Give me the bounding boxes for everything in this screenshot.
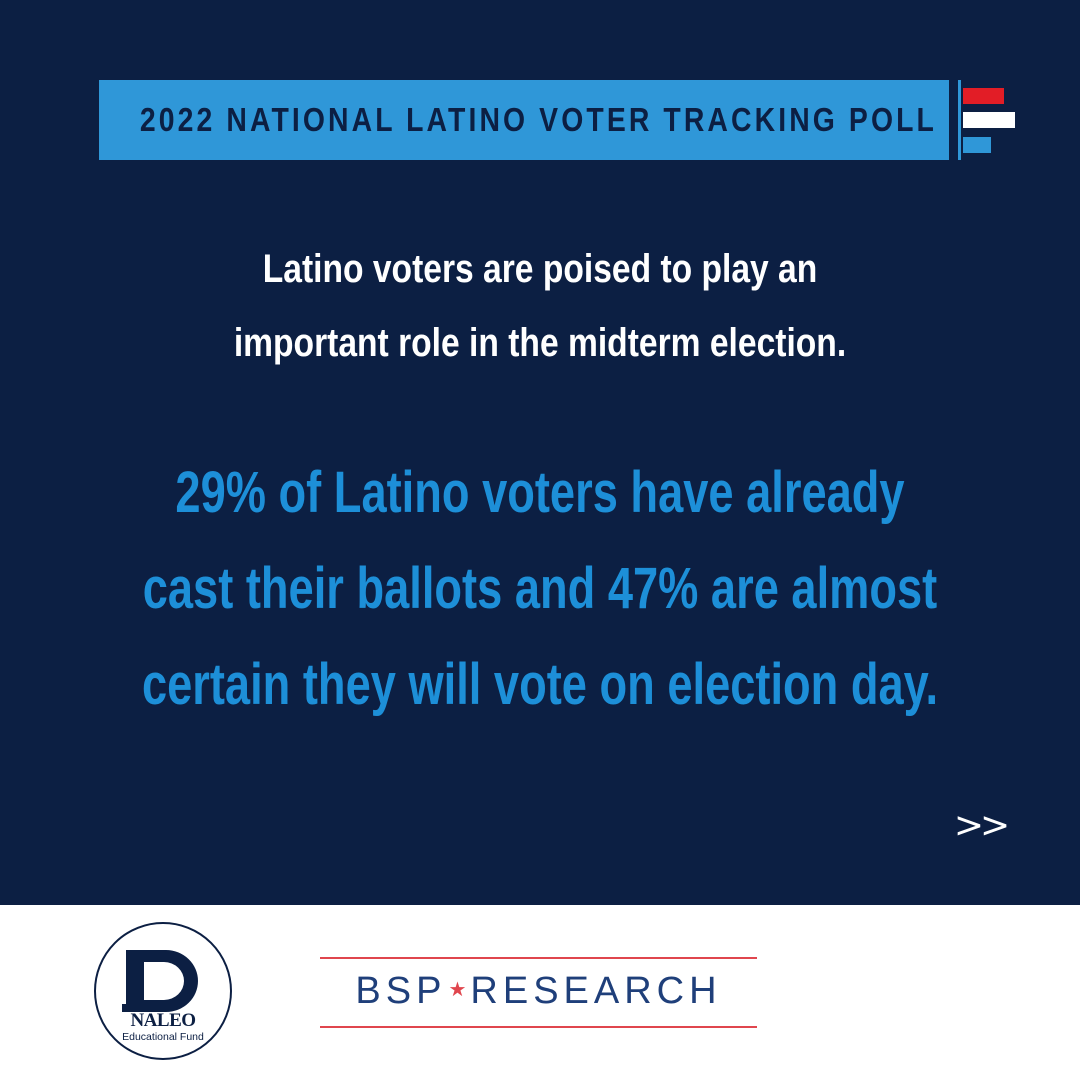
statistic-line: cast their ballots and 47% are almost (142, 556, 938, 621)
bsp-rule-bottom (320, 1026, 757, 1028)
flag-stripe-red (963, 88, 1004, 104)
naleo-logo: NALEO Educational Fund (94, 922, 232, 1060)
flag-stripe-blue (963, 137, 991, 153)
subheadline-line: Latino voters are poised to play an (262, 247, 818, 291)
next-slide-button[interactable]: >> (953, 804, 1010, 846)
bsp-wordmark: BSP ★ RESEARCH (320, 970, 757, 1013)
title-banner: 2022 NATIONAL LATINO VOTER TRACKING POLL (99, 80, 949, 160)
banner-title: 2022 NATIONAL LATINO VOTER TRACKING POLL (139, 101, 937, 138)
bsp-word: BSP (355, 970, 447, 1012)
flag-divider (958, 80, 961, 160)
key-statistic: 29% of Latino voters have already cast t… (134, 445, 945, 733)
naleo-name: NALEO (130, 1010, 196, 1031)
naleo-subtitle: Educational Fund (122, 1031, 204, 1043)
statistic-line: 29% of Latino voters have already (175, 460, 905, 525)
subheadline-line: important role in the midterm election. (233, 321, 847, 365)
subheadline: Latino voters are poised to play an impo… (204, 232, 876, 380)
research-word: RESEARCH (470, 970, 722, 1012)
bsp-research-logo: BSP ★ RESEARCH (320, 957, 757, 1029)
star-icon: ★ (448, 979, 467, 1001)
bsp-rule-top (320, 957, 757, 959)
statistic-line: certain they will vote on election day. (141, 652, 939, 717)
naleo-emblem-icon (122, 950, 198, 1012)
main-panel: 2022 NATIONAL LATINO VOTER TRACKING POLL… (0, 0, 1080, 905)
flag-stripe-white (963, 112, 1015, 128)
